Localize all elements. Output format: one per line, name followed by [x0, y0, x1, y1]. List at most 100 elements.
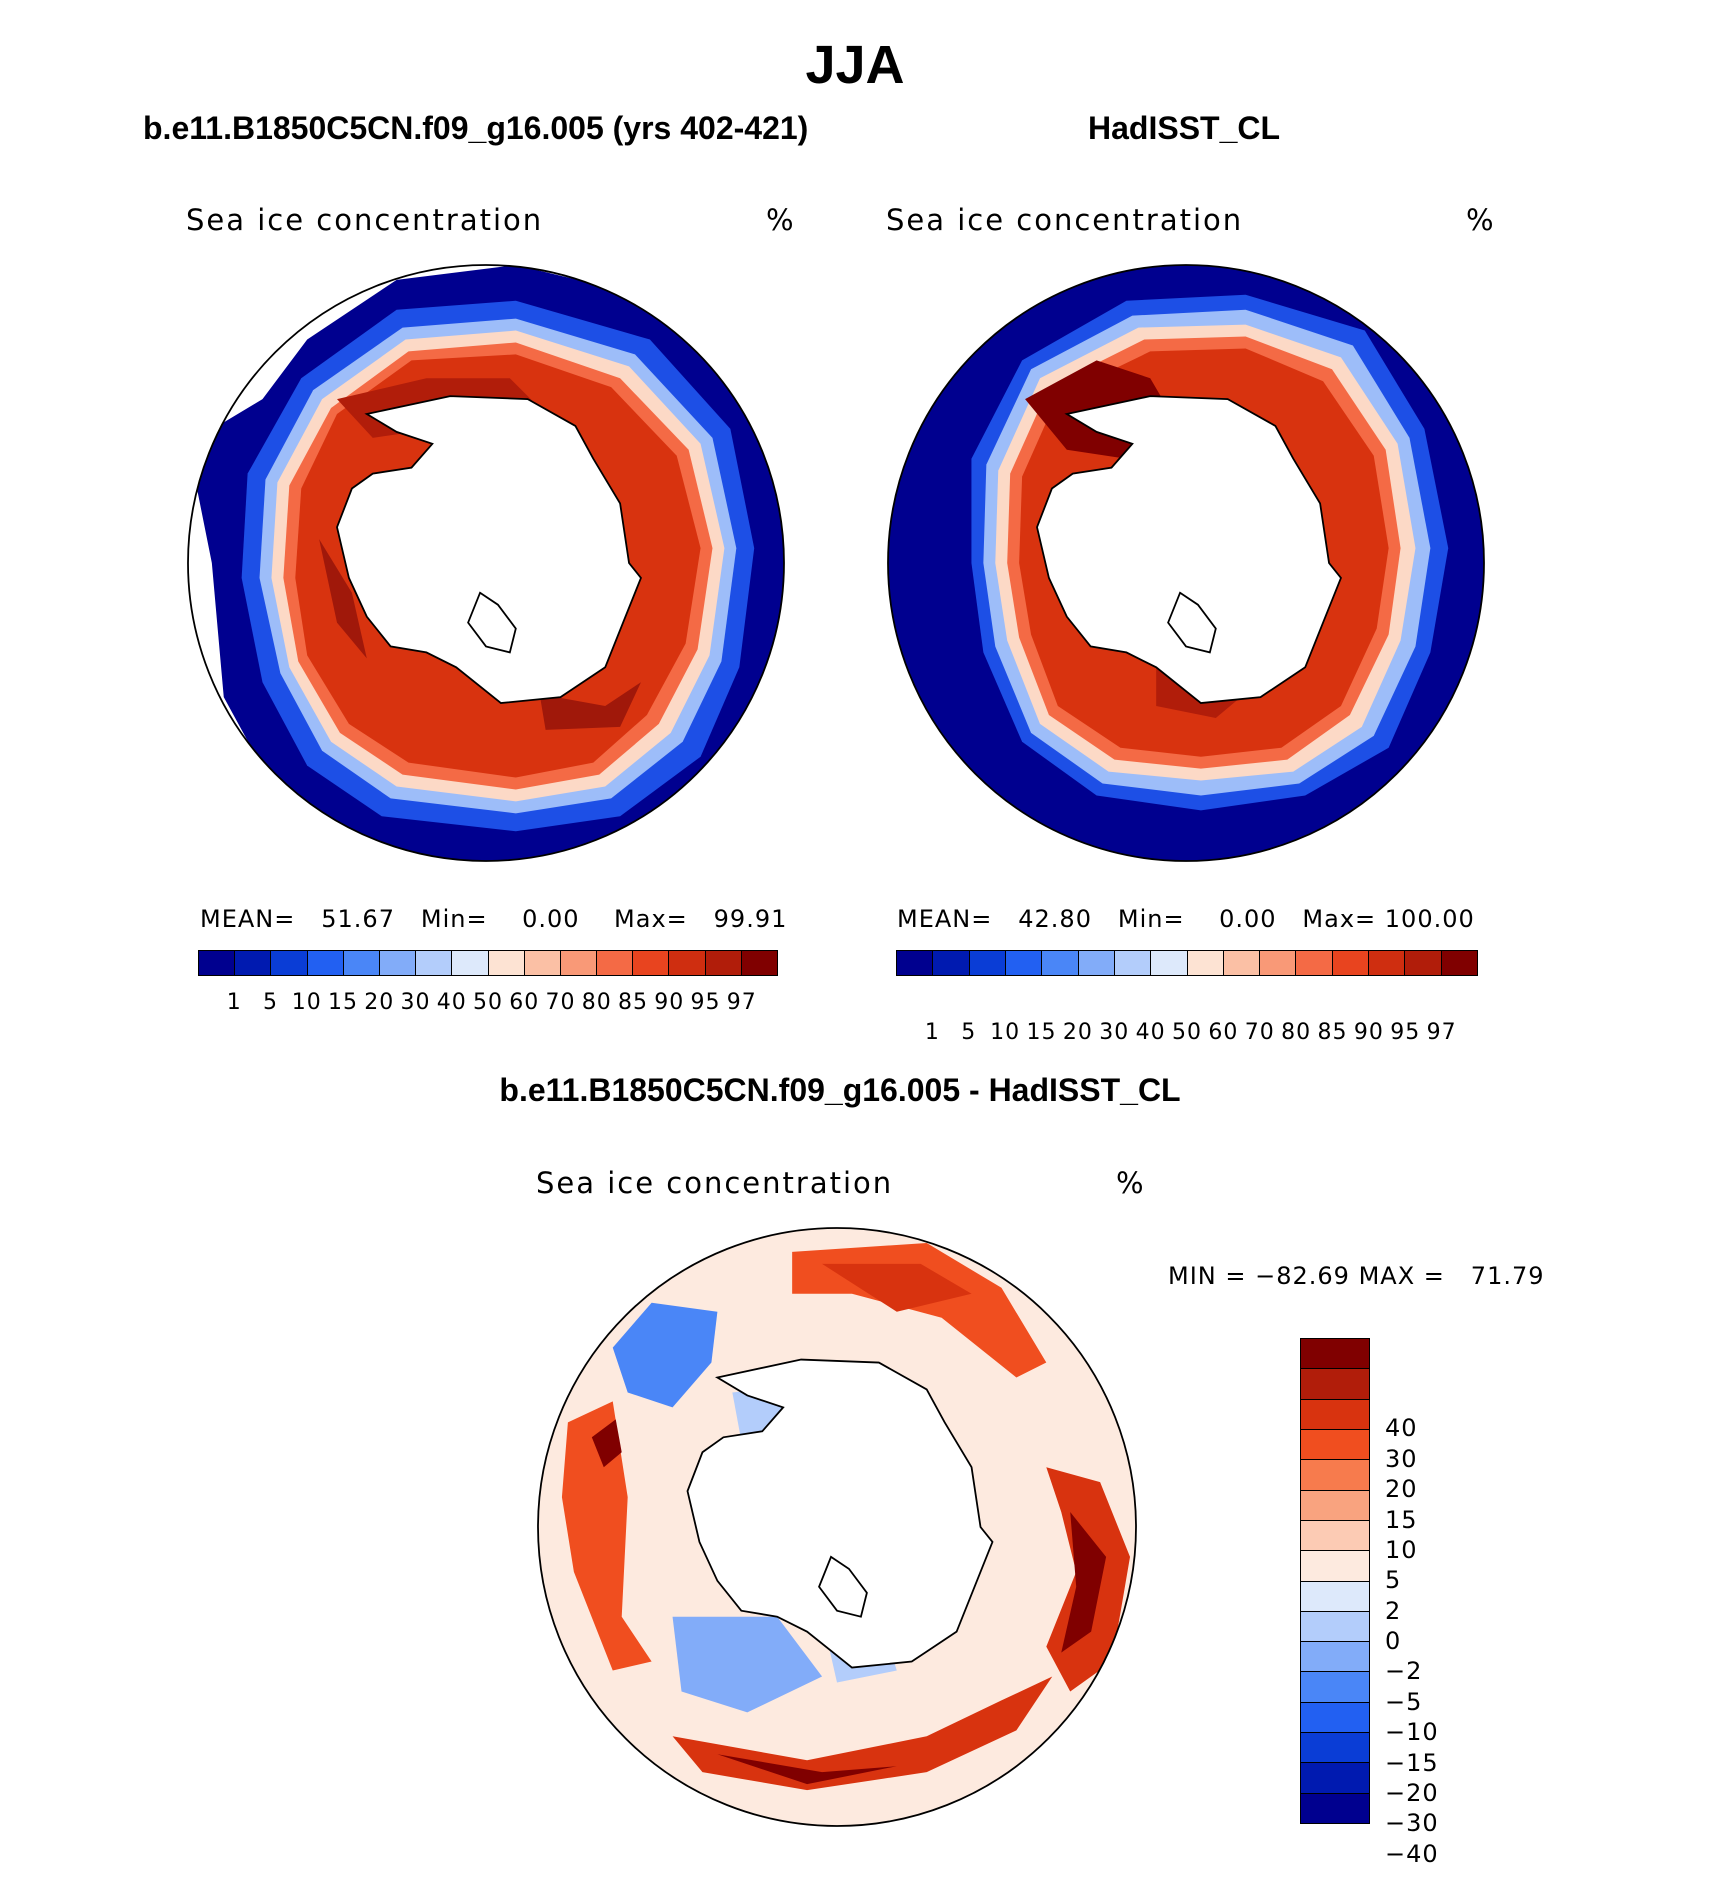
model-colorbar-swatch — [705, 951, 742, 975]
diff-colorbar-swatch — [1301, 1611, 1369, 1643]
diff-colorbar-tick-label: 10 — [1385, 1535, 1418, 1564]
diff-colorbar-swatch — [1301, 1339, 1369, 1370]
obs-variable-label: Sea ice concentration — [886, 203, 1244, 237]
obs-colorbar-swatch — [1405, 951, 1442, 975]
model-colorbar-tick-label: 97 — [726, 990, 757, 1015]
obs-colorbar-tick-label: 70 — [1244, 1020, 1275, 1045]
diff-colorbar-tick-label: 20 — [1385, 1475, 1418, 1504]
obs-colorbar-tick-label: 5 — [961, 1020, 977, 1045]
diff-colorbar-tick-label: −15 — [1385, 1748, 1439, 1777]
obs-colorbar-swatch — [969, 951, 1006, 975]
model-colorbar-tick-label: 1 — [226, 990, 242, 1015]
diff-variable-label: Sea ice concentration — [536, 1166, 894, 1200]
diff-min-label: MIN = — [1168, 1262, 1247, 1290]
diff-colorbar-tick-label: 30 — [1385, 1444, 1418, 1473]
diff-colorbar — [1300, 1338, 1370, 1824]
model-colorbar-tick-label: 85 — [618, 990, 648, 1015]
diff-colorbar-swatch — [1301, 1642, 1369, 1673]
figure-title: JJA — [805, 35, 905, 95]
model-colorbar-swatch — [307, 951, 344, 975]
obs-colorbar-swatch — [1332, 951, 1370, 975]
model-colorbar-swatch — [199, 951, 236, 975]
diff-colorbar-swatch — [1301, 1490, 1369, 1521]
model-mean-value: 51.67 — [321, 905, 395, 933]
diff-colorbar-swatch — [1301, 1551, 1369, 1582]
model-colorbar-tick-label: 90 — [654, 990, 685, 1015]
model-panel-title: b.e11.B1850C5CN.f09_g16.005 (yrs 402-421… — [143, 110, 809, 146]
diff-colorbar-swatch — [1301, 1460, 1369, 1491]
model-colorbar — [198, 950, 778, 976]
model-colorbar-tick-label: 80 — [581, 990, 612, 1015]
obs-colorbar-tick-label: 97 — [1426, 1020, 1457, 1045]
model-max-label: Max= — [614, 905, 688, 933]
model-colorbar-tick-label: 30 — [400, 990, 431, 1015]
model-colorbar-swatch — [741, 951, 777, 975]
model-min-label: Min= — [420, 905, 488, 933]
diff-colorbar-swatch — [1301, 1429, 1369, 1461]
obs-colorbar-tick-label: 10 — [990, 1020, 1021, 1045]
model-colorbar-ticks: 1 5 10 15 20 30 40 50 60 70 80 85 90 95 97 — [198, 990, 778, 1020]
diff-colorbar-swatch — [1301, 1520, 1369, 1552]
obs-colorbar-swatch — [1187, 951, 1224, 975]
model-colorbar-tick-label: 50 — [473, 990, 503, 1015]
diff-colorbar-tick-label: 2 — [1385, 1596, 1402, 1625]
model-colorbar-swatch — [271, 951, 308, 975]
obs-colorbar-tick-label: 1 — [924, 1020, 940, 1045]
obs-colorbar-tick-label: 90 — [1353, 1020, 1384, 1045]
model-colorbar-swatch — [524, 951, 561, 975]
model-colorbar-swatch — [560, 951, 598, 975]
model-colorbar-swatch — [416, 951, 453, 975]
diff-colorbar-tick-label: −20 — [1385, 1778, 1439, 1807]
model-colorbar-tick-label: 40 — [436, 990, 467, 1015]
obs-min-value: 0.00 — [1219, 905, 1277, 933]
model-colorbar-tick-label: 70 — [545, 990, 576, 1015]
model-min-value: 0.00 — [522, 905, 580, 933]
model-colorbar-swatch — [488, 951, 525, 975]
diff-stats: MIN = −82.69 MAX = 71.79 — [1168, 1262, 1545, 1290]
diff-units-label: % — [1116, 1166, 1145, 1200]
model-max-value: 99.91 — [713, 905, 788, 933]
obs-min-label: Min= — [1117, 905, 1185, 933]
diff-colorbar-ticks: 40 30 20 15 10 5 2 0 −2 −5 −10 −15 −20 −30 −40 — [1385, 1398, 1485, 1884]
diff-colorbar-tick-label: 5 — [1385, 1566, 1402, 1595]
model-colorbar-swatch — [235, 951, 272, 975]
diff-colorbar-tick-label: 0 — [1385, 1627, 1402, 1655]
model-mean-label: MEAN= — [200, 905, 296, 933]
obs-mean-value: 42.80 — [1018, 905, 1092, 933]
obs-colorbar-swatch — [1296, 951, 1333, 975]
obs-colorbar-tick-label: 60 — [1208, 1020, 1239, 1045]
diff-colorbar-tick-label: 15 — [1385, 1505, 1418, 1534]
model-colorbar-swatch — [379, 951, 417, 975]
diff-colorbar-tick-label: −40 — [1385, 1839, 1439, 1868]
obs-colorbar-tick-label: 15 — [1026, 1020, 1057, 1045]
model-colorbar-swatch — [633, 951, 670, 975]
diff-colorbar-tick-label: −10 — [1385, 1718, 1439, 1747]
obs-polar-map — [887, 264, 1485, 862]
diff-max-label: MAX = — [1358, 1262, 1445, 1290]
obs-stats: MEAN= 42.80 Min= 0.00 Max= 100.00 — [897, 905, 1475, 933]
obs-colorbar-swatch — [1260, 951, 1297, 975]
obs-colorbar-swatch — [933, 951, 970, 975]
diff-max-value: 71.79 — [1470, 1262, 1545, 1290]
obs-colorbar-swatch — [1005, 951, 1043, 975]
diff-colorbar-swatch — [1301, 1702, 1369, 1734]
model-stats: MEAN= 51.67 Min= 0.00 Max= 99.91 — [200, 905, 787, 933]
obs-mean-label: MEAN= — [897, 905, 993, 933]
obs-colorbar-swatch — [1369, 951, 1406, 975]
diff-colorbar-swatch — [1301, 1672, 1369, 1703]
obs-max-value: 100.00 — [1384, 905, 1475, 933]
model-polar-map — [187, 264, 785, 862]
diff-colorbar-swatch — [1301, 1581, 1369, 1612]
obs-colorbar-swatch — [1441, 951, 1477, 975]
diff-colorbar-tick-label: −2 — [1385, 1657, 1423, 1686]
diff-colorbar-tick-label: −5 — [1385, 1687, 1423, 1716]
obs-colorbar-tick-label: 50 — [1172, 1020, 1202, 1045]
model-colorbar-swatch — [452, 951, 489, 975]
diff-polar-map — [537, 1227, 1137, 1827]
model-colorbar-tick-label: 15 — [328, 990, 358, 1015]
model-colorbar-swatch — [343, 951, 380, 975]
diff-colorbar-swatch — [1301, 1763, 1369, 1794]
obs-colorbar-tick-label: 80 — [1281, 1020, 1312, 1045]
diff-panel-title: b.e11.B1850C5CN.f09_g16.005 - HadISST_CL — [499, 1072, 1181, 1108]
diff-colorbar-swatch — [1301, 1733, 1369, 1764]
